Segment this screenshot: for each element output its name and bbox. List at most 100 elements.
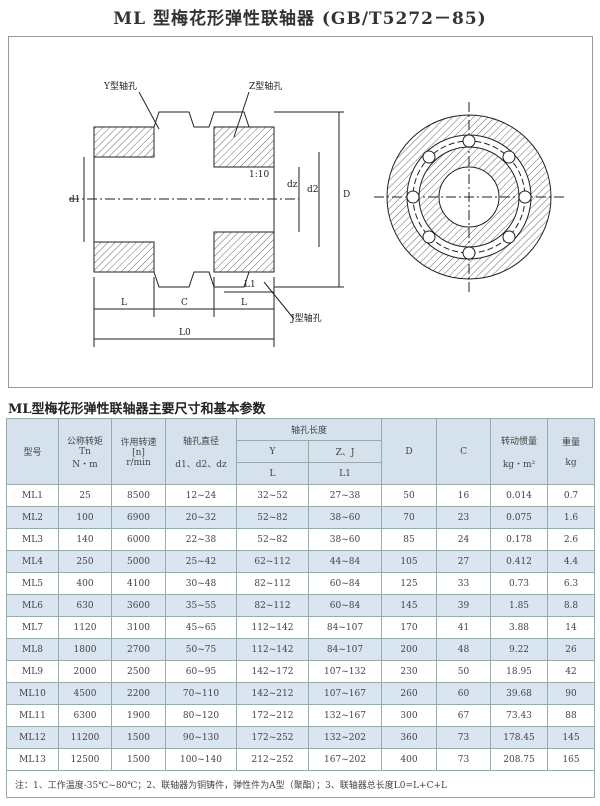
table-cell: 8.8: [547, 594, 596, 617]
table-row: ML1 25 8500 12~24 32~52 27~38 50 16 0.014 0.7: [6, 484, 596, 507]
table-cell: 16: [436, 484, 492, 507]
header-bore: 轴孔直径 d1、d2、dz: [165, 418, 237, 485]
table-cell: 39: [436, 594, 492, 617]
header-torque: 公称转矩 Tn N・m: [58, 418, 112, 485]
table-cell: 300: [381, 704, 438, 727]
label-L-right: L: [241, 298, 247, 308]
label-D: D: [343, 190, 350, 200]
table-cell: 2700: [111, 638, 166, 661]
table-cell: 88: [547, 704, 596, 727]
header-model: 型号: [6, 418, 59, 485]
table-cell: ML5: [6, 572, 59, 595]
table-cell: 27~38: [307, 484, 383, 507]
header-L: L: [236, 462, 309, 485]
table-cell: ML4: [6, 550, 59, 573]
table-cell: 1500: [111, 726, 166, 749]
page-title: ML 型梅花形弹性联轴器 (GB/T5272－85): [113, 9, 487, 29]
table-cell: 26: [547, 638, 596, 661]
table-cell: 112~142: [236, 638, 309, 661]
header-weight: 重量 kg: [547, 418, 596, 485]
table-cell: 4500: [58, 682, 112, 705]
table-cell: 35~55: [165, 594, 237, 617]
table-cell: 38~60: [307, 506, 383, 529]
table-cell: 60~84: [307, 572, 383, 595]
table-cell: 50: [436, 660, 492, 683]
table-cell: 1.6: [547, 506, 596, 529]
table-cell: 132~167: [307, 704, 383, 727]
table-cell: 18.95: [490, 660, 549, 683]
header-D: D: [381, 418, 438, 485]
table-cell: 230: [381, 660, 438, 683]
table-cell: ML10: [6, 682, 59, 705]
table-cell: 2200: [111, 682, 166, 705]
table-cell: 41: [436, 616, 492, 639]
table-cell: 27: [436, 550, 492, 573]
table-cell: 142~172: [236, 660, 309, 683]
table-cell: 39.68: [490, 682, 549, 705]
table-cell: 3.88: [490, 616, 549, 639]
table-row: ML12 11200 1500 90~130 172~252 132~202 360 73 17…: [6, 726, 596, 749]
table-cell: 1800: [58, 638, 112, 661]
table-cell: 0.075: [490, 506, 549, 529]
table-cell: 73: [436, 726, 492, 749]
table-cell: 2.6: [547, 528, 596, 551]
table-cell: ML1: [6, 484, 59, 507]
table-cell: 14: [547, 616, 596, 639]
table-cell: 32~52: [236, 484, 309, 507]
table-cell: 200: [381, 638, 438, 661]
header-speed: 许用转速 [n] r/min: [111, 418, 166, 485]
table-cell: ML12: [6, 726, 59, 749]
header-y: Y: [236, 440, 309, 463]
table-cell: 85: [381, 528, 438, 551]
table-cell: 2500: [111, 660, 166, 683]
table-cell: 5000: [111, 550, 166, 573]
table-cell: 80~120: [165, 704, 237, 727]
table-row: ML3 140 6000 22~38 52~82 38~60 85 24 0.178 2.6: [6, 528, 596, 551]
table-cell: 4100: [111, 572, 166, 595]
table-cell: 30~48: [165, 572, 237, 595]
table-cell: 67: [436, 704, 492, 727]
table-cell: 630: [58, 594, 112, 617]
table-cell: 50~75: [165, 638, 237, 661]
table-cell: 73: [436, 748, 492, 771]
table-cell: 400: [58, 572, 112, 595]
table-cell: ML7: [6, 616, 59, 639]
table-note: 注：1、工作温度-35℃~80℃；2、联轴器为铜铸件，弹性件为A型（聚酯）；3、…: [5, 770, 596, 798]
label-taper: 1:10: [249, 170, 269, 180]
table-cell: 6300: [58, 704, 112, 727]
table-cell: 165: [547, 748, 596, 771]
table-cell: 38~60: [307, 528, 383, 551]
table-cell: 208.75: [490, 748, 549, 771]
table-cell: 20~32: [165, 506, 237, 529]
table-cell: 3600: [111, 594, 166, 617]
table-cell: 112~142: [236, 616, 309, 639]
table-cell: 42: [547, 660, 596, 683]
technical-drawing: Y型轴孔 Z型轴孔 J型轴孔 1:10 d1 dz d2 D L C L L0 …: [8, 36, 593, 388]
table-cell: ML8: [6, 638, 59, 661]
table-cell: 145: [547, 726, 596, 749]
label-d2: d2: [307, 185, 319, 195]
table-cell: 132~202: [307, 726, 383, 749]
table-cell: 62~112: [236, 550, 309, 573]
table-cell: 1500: [111, 748, 166, 771]
table-cell: 12~24: [165, 484, 237, 507]
table-cell: 400: [381, 748, 438, 771]
label-L0: L0: [179, 328, 191, 338]
table-cell: 167~202: [307, 748, 383, 771]
table-cell: 260: [381, 682, 438, 705]
table-cell: 1.85: [490, 594, 549, 617]
label-L-left: L: [121, 298, 127, 308]
table-cell: 172~212: [236, 704, 309, 727]
table-cell: 0.412: [490, 550, 549, 573]
table-cell: 212~252: [236, 748, 309, 771]
table-cell: 90: [547, 682, 596, 705]
table-cell: ML6: [6, 594, 59, 617]
table-cell: 11200: [58, 726, 112, 749]
table-row: ML9 2000 2500 60~95 142~172 107~132 230 50 18.95…: [6, 660, 596, 683]
table-cell: 45~65: [165, 616, 237, 639]
header-C: C: [436, 418, 492, 485]
table-row: ML10 4500 2200 70~110 142~212 107~167 260 60 39.…: [6, 682, 596, 705]
table-cell: 142~212: [236, 682, 309, 705]
table-cell: 1120: [58, 616, 112, 639]
table-cell: ML3: [6, 528, 59, 551]
